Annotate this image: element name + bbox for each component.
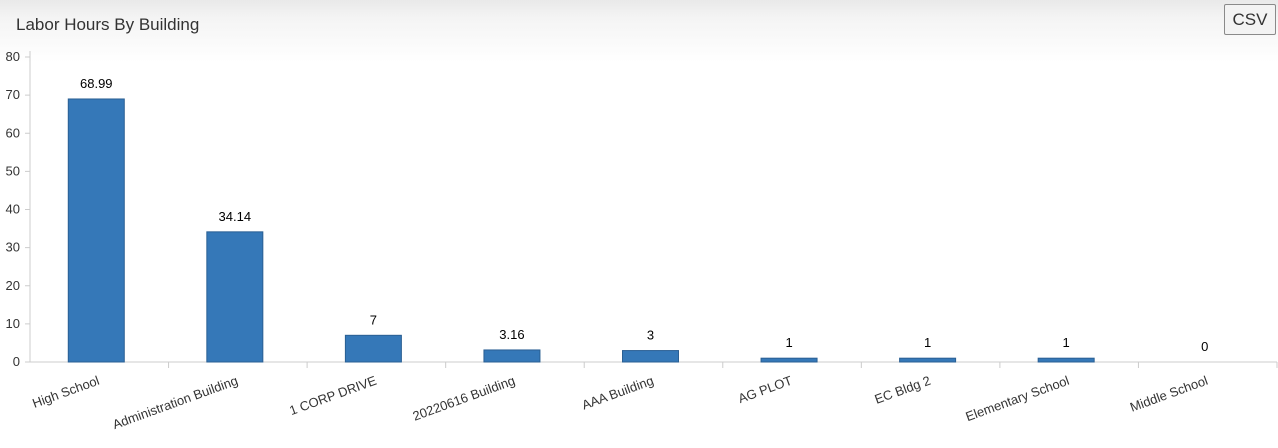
bar-data-label: 3 (647, 328, 654, 343)
bar[interactable] (206, 231, 264, 363)
bar[interactable] (67, 98, 125, 363)
csv-export-button[interactable]: CSV (1224, 4, 1276, 35)
x-category-label: 1 CORP DRIVE (287, 373, 378, 419)
y-tick-label: 20 (6, 278, 20, 293)
chart-title: Labor Hours By Building (16, 15, 200, 34)
x-category-label: Middle School (1128, 373, 1210, 415)
x-category-label: High School (30, 373, 101, 411)
y-tick-label: 40 (6, 202, 20, 217)
y-tick-label: 10 (6, 316, 20, 331)
y-tick-label: 80 (6, 49, 20, 64)
bar-data-label: 1 (785, 335, 792, 350)
x-category-label: Elementary School (964, 373, 1072, 424)
bar-data-label: 1 (924, 335, 931, 350)
bar-data-label: 68.99 (80, 76, 113, 91)
bar-data-label: 1 (1063, 335, 1070, 350)
bar-data-label: 7 (370, 312, 377, 327)
x-category-label: Administration Building (110, 373, 239, 432)
bar[interactable] (483, 349, 541, 363)
y-tick-label: 70 (6, 87, 20, 102)
x-category-label: AAA Building (580, 373, 656, 413)
bar[interactable] (899, 357, 957, 363)
bar-data-label: 34.14 (219, 209, 252, 224)
bar[interactable] (622, 350, 679, 363)
x-category-label: AG PLOT (736, 373, 794, 406)
x-category-label: 20220616 Building (411, 373, 517, 424)
y-tick-label: 50 (6, 163, 20, 178)
y-tick-label: 60 (6, 125, 20, 140)
bar-data-label: 0 (1201, 339, 1208, 354)
bar[interactable] (760, 357, 818, 363)
bar[interactable] (1037, 357, 1095, 363)
bar[interactable] (344, 334, 402, 363)
y-tick-label: 0 (13, 354, 20, 369)
bar-layer (67, 98, 1095, 363)
y-tick-label: 30 (6, 240, 20, 255)
bar-data-label: 3.16 (499, 327, 524, 342)
chart-header (0, 0, 1278, 62)
x-category-label: EC Bldg 2 (872, 373, 932, 407)
